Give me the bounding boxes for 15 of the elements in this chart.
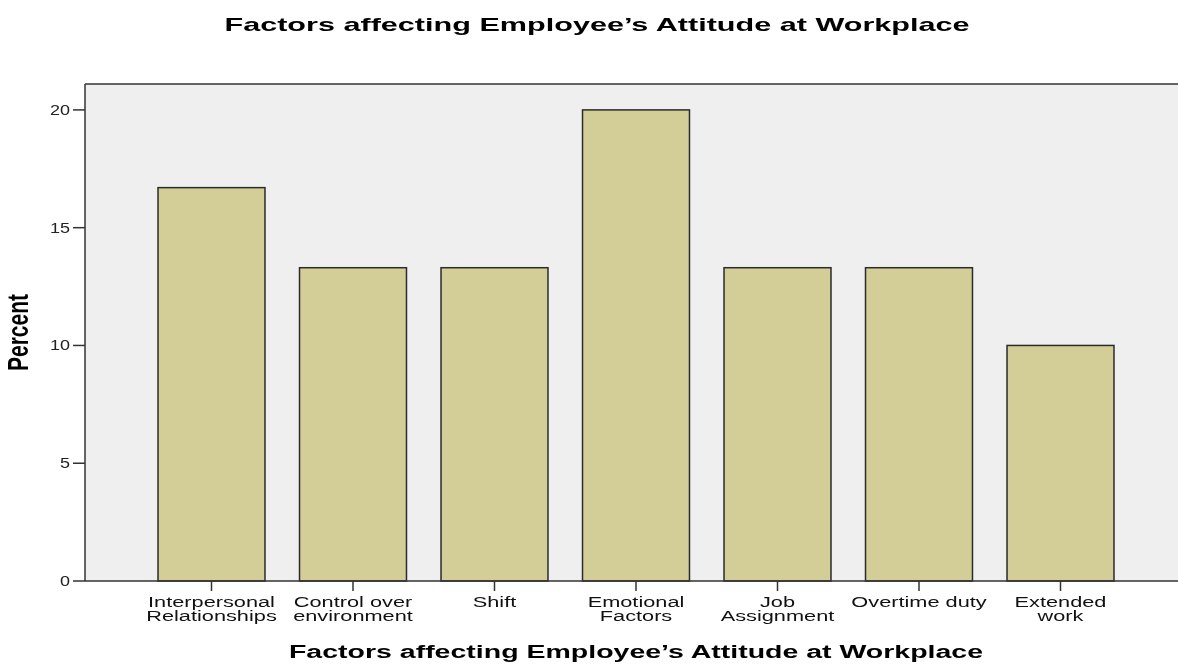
x-axis-title: Factors affecting Employee’s Attitude at Workplace — [288, 640, 984, 662]
x-tick-label: Control over environment — [293, 593, 414, 625]
y-tick-label: 5 — [60, 454, 70, 472]
y-tick-label: 15 — [50, 219, 70, 237]
chart-title: Factors affecting Employee’s Attitude at Workplace — [224, 14, 970, 35]
y-tick-label: 10 — [50, 336, 70, 355]
x-tick-label: Shift — [472, 593, 518, 611]
x-tick-label: Extended work — [1014, 593, 1107, 625]
x-tick-label: Interpersonal Relationships — [146, 593, 277, 625]
y-tick-label: 0 — [60, 572, 70, 590]
x-tick-label: Overtime duty — [851, 593, 988, 611]
x-tick-label: Emotional Factors — [587, 593, 685, 625]
y-tick-label: 20 — [50, 101, 70, 119]
y-axis-title: Percent — [1, 293, 34, 371]
x-tick-label: Job Assignment — [720, 593, 836, 625]
